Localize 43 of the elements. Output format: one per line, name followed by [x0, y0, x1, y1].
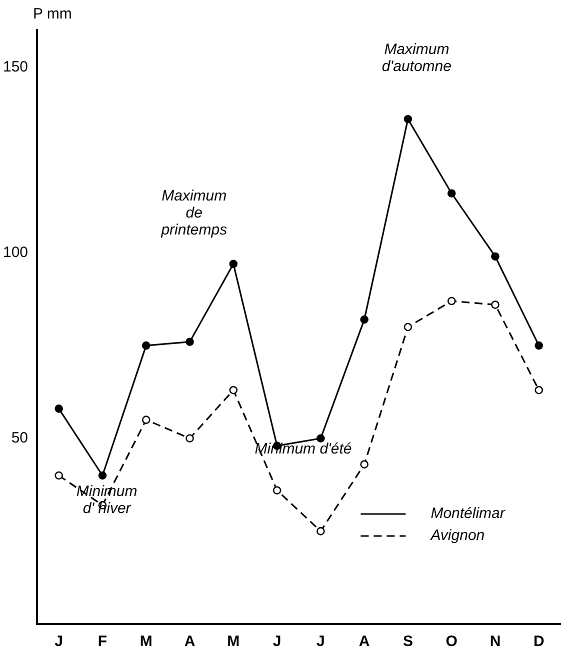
point [534, 341, 544, 350]
point [491, 252, 500, 261]
point [54, 404, 63, 413]
y-axis-title: P mm [33, 6, 72, 23]
x-tick-label: J [54, 633, 64, 650]
y-tick-label: 150 [2, 58, 28, 76]
point [447, 296, 456, 306]
x-tick-label: J [272, 633, 282, 650]
x-tick-label: M [140, 633, 152, 650]
point [186, 338, 194, 346]
x-tick-label: O [446, 633, 458, 650]
legend-label: Avignon [430, 527, 485, 544]
annotation: Maximum d'automne [382, 41, 452, 76]
point [316, 527, 325, 536]
y-tick-label: 50 [11, 430, 28, 447]
point [447, 189, 456, 198]
point [186, 434, 194, 443]
legend-label: Montélimar [430, 505, 506, 522]
x-tick-label: S [402, 633, 413, 650]
annotation: Maximum de printemps [160, 188, 228, 239]
x-tick-label: D [533, 633, 544, 650]
y-tick-label: 100 [2, 244, 28, 261]
point [360, 460, 368, 469]
point [229, 386, 238, 394]
point [272, 486, 282, 494]
point [98, 471, 107, 480]
point [229, 260, 238, 268]
point [142, 341, 150, 350]
point [142, 416, 150, 424]
point [491, 300, 500, 309]
annotation: Minimum d' hiver [76, 483, 138, 518]
point [360, 315, 368, 324]
x-tick-label: N [490, 633, 501, 650]
point [534, 386, 544, 394]
point [404, 322, 412, 332]
x-tick-label: A [358, 633, 370, 650]
x-tick-label: A [184, 633, 196, 650]
x-tick-label: M [227, 633, 240, 650]
point [316, 434, 325, 443]
point [54, 471, 63, 480]
x-tick-label: J [316, 633, 325, 650]
point [404, 114, 412, 124]
x-tick-label: F [98, 633, 108, 650]
